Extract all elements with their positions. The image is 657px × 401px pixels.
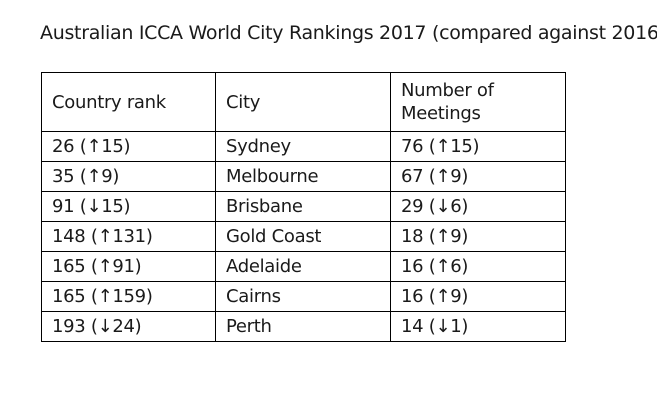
table-row: 165 (↑91) Adelaide 16 (↑6) <box>41 251 566 282</box>
rank-cell: 91 (↓15) <box>41 191 216 222</box>
table-row: 148 (↑131) Gold Coast 18 (↑9) <box>41 221 566 252</box>
meetings-cell: 16 (↑6) <box>390 251 566 282</box>
meetings-cell: 76 (↑15) <box>390 131 566 162</box>
header-city: City <box>215 72 391 132</box>
header-number-of-meetings-label: Number of Meetings <box>401 80 494 124</box>
meetings-cell: 14 (↓1) <box>390 311 566 342</box>
table-row: 165 (↑159) Cairns 16 (↑9) <box>41 281 566 312</box>
rank-cell: 165 (↑91) <box>41 251 216 282</box>
city-cell: Melbourne <box>215 161 391 192</box>
rank-cell: 26 (↑15) <box>41 131 216 162</box>
rank-cell: 193 (↓24) <box>41 311 216 342</box>
table-row: 91 (↓15) Brisbane 29 (↓6) <box>41 191 566 222</box>
rank-cell: 148 (↑131) <box>41 221 216 252</box>
rankings-table: Country rank City Number of Meetings 26 … <box>41 72 566 342</box>
table-body: 26 (↑15) Sydney 76 (↑15) 35 (↑9) Melbourne 67… <box>41 131 566 342</box>
city-cell: Brisbane <box>215 191 391 222</box>
meetings-cell: 29 (↓6) <box>390 191 566 222</box>
document-title: Australian ICCA World City Rankings 2017… <box>40 22 657 44</box>
city-cell: Sydney <box>215 131 391 162</box>
table-row: 193 (↓24) Perth 14 (↓1) <box>41 311 566 342</box>
city-cell: Cairns <box>215 281 391 312</box>
city-cell: Perth <box>215 311 391 342</box>
meetings-cell: 18 (↑9) <box>390 221 566 252</box>
table-row: 35 (↑9) Melbourne 67 (↑9) <box>41 161 566 192</box>
header-country-rank: Country rank <box>41 72 216 132</box>
meetings-cell: 16 (↑9) <box>390 281 566 312</box>
meetings-cell: 67 (↑9) <box>390 161 566 192</box>
city-cell: Gold Coast <box>215 221 391 252</box>
rank-cell: 165 (↑159) <box>41 281 216 312</box>
rank-cell: 35 (↑9) <box>41 161 216 192</box>
header-number-of-meetings: Number of Meetings <box>390 72 566 132</box>
city-cell: Adelaide <box>215 251 391 282</box>
table-row: 26 (↑15) Sydney 76 (↑15) <box>41 131 566 162</box>
table-header-row: Country rank City Number of Meetings <box>41 72 566 132</box>
